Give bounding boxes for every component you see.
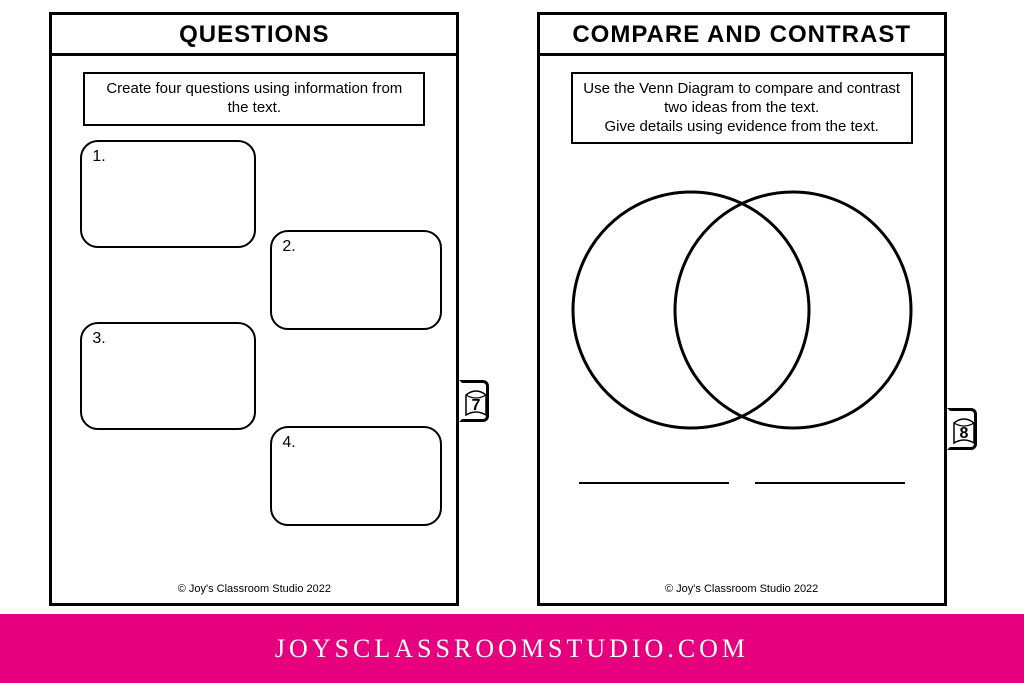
question-box-3: 3. [80, 322, 256, 430]
question-box-2: 2. [270, 230, 442, 330]
compare-sheet-wrap: COMPARE AND CONTRAST Use the Venn Diagra… [537, 12, 975, 606]
venn-label-line-right [755, 482, 905, 484]
compare-title: COMPARE AND CONTRAST [540, 21, 944, 49]
question-box-4: 4. [270, 426, 442, 526]
tab-number-7: 7 [472, 397, 481, 414]
question-box-1: 1. [80, 140, 256, 248]
venn-diagram [557, 158, 927, 468]
book-icon: 8 [952, 417, 976, 445]
venn-circle-right [675, 192, 911, 428]
footer-banner-text: JOYSCLASSROOMSTUDIO.COM [275, 634, 749, 664]
questions-instruction: Create four questions using information … [83, 72, 425, 126]
canvas: QUESTIONS Create four questions using in… [0, 0, 1024, 683]
worksheets-row: QUESTIONS Create four questions using in… [0, 0, 1024, 614]
compare-instruction-line2: Give details using evidence from the tex… [605, 118, 879, 135]
tab-number-8: 8 [959, 425, 968, 442]
compare-instruction: Use the Venn Diagram to compare and cont… [571, 72, 913, 144]
questions-copyright: © Joy's Classroom Studio 2022 [52, 583, 456, 595]
compare-tab: 8 [947, 408, 977, 450]
compare-title-bar: COMPARE AND CONTRAST [540, 15, 944, 56]
questions-tab: 7 [459, 380, 489, 422]
questions-boxes-area: 1. 2. 3. 4. [52, 140, 456, 580]
venn-circle-left [573, 192, 809, 428]
compare-copyright: © Joy's Classroom Studio 2022 [540, 583, 944, 595]
footer-banner: JOYSCLASSROOMSTUDIO.COM [0, 614, 1024, 683]
venn-label-lines [540, 482, 944, 484]
questions-sheet: QUESTIONS Create four questions using in… [49, 12, 459, 606]
questions-sheet-wrap: QUESTIONS Create four questions using in… [49, 12, 487, 606]
venn-label-line-left [579, 482, 729, 484]
questions-title-bar: QUESTIONS [52, 15, 456, 56]
compare-sheet: COMPARE AND CONTRAST Use the Venn Diagra… [537, 12, 947, 606]
questions-title: QUESTIONS [52, 21, 456, 49]
book-icon: 7 [464, 389, 488, 417]
venn-area [540, 158, 944, 588]
compare-instruction-line1: Use the Venn Diagram to compare and cont… [583, 80, 900, 116]
